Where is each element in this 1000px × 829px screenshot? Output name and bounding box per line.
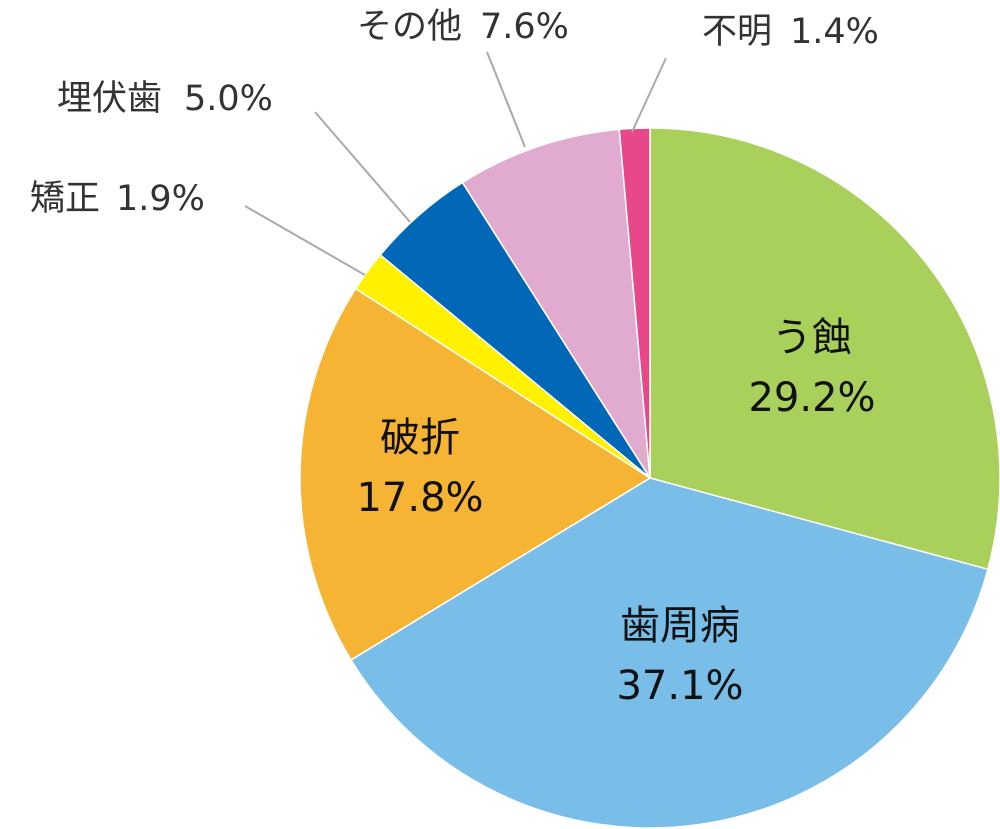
slice-label: う蝕 [772,315,852,361]
leader-line [244,205,366,276]
slice-label: 歯周病 [620,603,740,649]
leader-line [314,111,411,223]
slice-label: 埋伏歯 [57,79,162,119]
slice-label: その他 [357,7,462,47]
slice-value: 29.2% [748,375,875,421]
slice-label: 不明 [702,12,772,52]
pie-slice [461,128,651,479]
slice-value: 37.1% [616,663,743,709]
slice-value: 5.0% [184,79,273,119]
leader-line [631,57,667,133]
slice-value: 1.9% [116,179,205,219]
slice-label: 破折 [380,415,460,461]
pie-slice [299,287,652,661]
slice-value: 1.4% [790,12,879,52]
slice-value: 7.6% [480,7,569,47]
slice-label: 矯正 [30,179,100,219]
slice-value: 17.8% [356,475,483,521]
leader-line [486,51,526,148]
pie-slice [349,477,989,829]
